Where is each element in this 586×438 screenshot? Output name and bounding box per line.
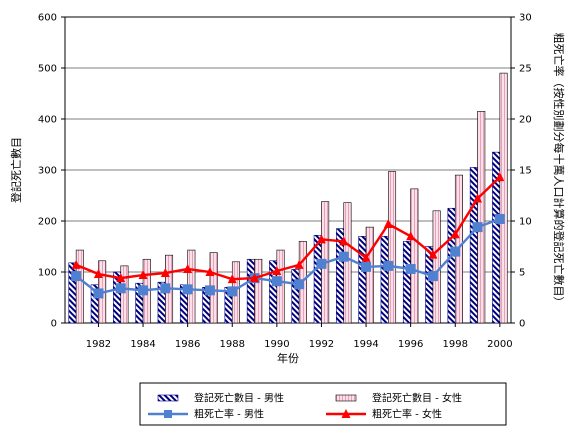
bar-female <box>365 226 374 324</box>
bar-male <box>469 167 478 324</box>
y-tick-label-right: 30 <box>519 13 532 24</box>
bar-female <box>120 265 129 324</box>
point-female-rate <box>93 269 103 279</box>
bar-female <box>410 188 419 324</box>
point-male-rate <box>450 246 461 257</box>
x-tick-label: 1996 <box>398 339 423 350</box>
point-female-rate <box>450 229 460 239</box>
y-tick-label-left: 100 <box>38 268 57 279</box>
point-male-rate <box>427 271 438 282</box>
point-female-rate <box>383 219 393 229</box>
x-tick-label: 1988 <box>220 339 245 350</box>
bar-female <box>499 72 508 324</box>
line-female-rate <box>75 176 501 281</box>
point-male-rate <box>71 271 82 282</box>
point-male-rate <box>405 263 416 274</box>
point-male-rate <box>472 222 483 233</box>
y-tick-label-right: 20 <box>519 115 532 126</box>
x-tick-label: 1992 <box>309 339 334 350</box>
point-male-rate <box>138 285 149 296</box>
bar-female <box>432 210 441 324</box>
legend-label: 粗死亡率 - 男性 <box>194 408 264 421</box>
point-female-rate <box>227 274 237 284</box>
x-tick-label: 1982 <box>86 339 111 350</box>
bar-female <box>388 171 397 324</box>
bar-female <box>254 258 263 324</box>
point-male-rate <box>204 285 215 296</box>
point-female-rate <box>250 273 260 283</box>
point-female-rate <box>294 259 304 269</box>
point-female-rate <box>183 263 193 273</box>
bar-male <box>358 236 367 324</box>
legend-label: 登記死亡數目 - 女性 <box>372 392 462 405</box>
y-tick-label-right: 10 <box>519 217 532 228</box>
x-tick-label: 1984 <box>130 339 155 350</box>
point-female-rate <box>339 236 349 246</box>
legend-swatch <box>157 394 179 402</box>
legend-marker <box>341 409 351 418</box>
y-tick-label-right: 25 <box>519 64 532 75</box>
x-tick-label: 2000 <box>487 339 512 350</box>
point-male-rate <box>227 286 238 297</box>
y-tick-label-left: 500 <box>38 64 57 75</box>
point-female-rate <box>71 259 81 269</box>
bar-female <box>343 202 352 324</box>
y-tick-label-right: 5 <box>519 268 525 279</box>
point-male-rate <box>182 284 193 295</box>
point-female-rate <box>316 234 326 244</box>
point-female-rate <box>428 249 438 259</box>
y-tick-label-left: 600 <box>38 13 57 24</box>
y-tick-label-left: 300 <box>38 166 57 177</box>
bar-female <box>276 249 285 324</box>
line-group <box>71 172 505 299</box>
point-male-rate <box>93 288 104 299</box>
bar-female <box>477 111 486 324</box>
point-female-rate <box>361 252 371 262</box>
x-tick-label: 1998 <box>443 339 468 350</box>
point-male-rate <box>494 213 505 224</box>
point-female-rate <box>160 268 170 278</box>
axes: 0 100 200 300 400 500 600 0 5 10 15 20 25 30 1982 1984 1… <box>38 13 532 351</box>
legend-label: 登記死亡數目 - 男性 <box>194 392 284 405</box>
y-tick-label-left: 400 <box>38 115 57 126</box>
point-male-rate <box>160 283 171 294</box>
point-male-rate <box>271 276 282 287</box>
point-male-rate <box>294 279 305 290</box>
point-female-rate <box>406 231 416 241</box>
point-male-rate <box>338 251 349 262</box>
point-female-rate <box>473 193 483 203</box>
legend-swatch <box>335 394 357 402</box>
x-tick-label: 1986 <box>175 339 200 350</box>
y-tick-label-left: 200 <box>38 217 57 228</box>
legend-marker <box>164 410 172 418</box>
bar-female <box>75 249 84 324</box>
bar-male <box>447 207 456 324</box>
point-male-rate <box>383 260 394 271</box>
point-male-rate <box>316 258 327 269</box>
point-female-rate <box>205 267 215 276</box>
x-axis-title: 年份 <box>277 351 299 365</box>
x-tick-label: 1994 <box>353 339 378 350</box>
bar-male <box>313 234 322 324</box>
bar-male <box>402 241 411 324</box>
point-female-rate <box>138 270 148 280</box>
bar-male <box>246 258 255 324</box>
y-tick-label-right: 15 <box>519 166 532 177</box>
y-axis-left-title: 登記死亡數目 <box>9 137 23 203</box>
y-axis-right-title: 粗死亡率（按性別劃分每十萬人口計算的登記死亡數目） <box>552 33 566 308</box>
point-female-rate <box>272 265 282 275</box>
point-male-rate <box>115 283 126 294</box>
legend-box <box>139 382 507 426</box>
legend-label: 粗死亡率 - 女性 <box>372 408 442 421</box>
y-tick-label-left: 0 <box>51 319 57 330</box>
bar-male <box>380 236 389 324</box>
point-male-rate <box>361 261 372 272</box>
bar-male <box>291 269 300 324</box>
x-tick-label: 1990 <box>264 339 289 350</box>
point-female-rate <box>495 172 505 182</box>
y-tick-label-right: 0 <box>519 319 525 330</box>
point-female-rate <box>116 273 126 283</box>
